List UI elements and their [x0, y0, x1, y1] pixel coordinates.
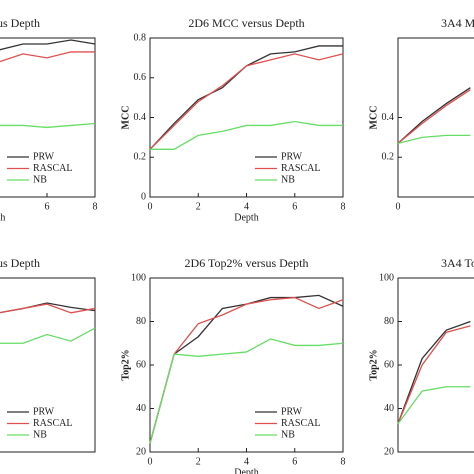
x-tick-label: 6	[292, 201, 297, 212]
series-line	[0, 327, 96, 344]
x-tick-label: 2	[196, 201, 201, 212]
y-axis-label: Top2%	[368, 349, 379, 380]
series-line	[397, 134, 471, 144]
chart-title: versus Depth	[0, 16, 40, 30]
y-tick-label: 0.8	[134, 32, 147, 43]
series-line	[149, 338, 344, 444]
series-line	[397, 89, 471, 144]
y-axis-label: MCC	[368, 106, 379, 130]
series-line	[149, 53, 344, 150]
y-tick-label: 0.4	[134, 112, 147, 123]
y-tick-label: 80	[384, 316, 394, 327]
plot-frame	[397, 37, 474, 198]
y-tick-label: 20	[384, 446, 394, 457]
series-line	[397, 386, 471, 425]
legend-label: RASCAL	[33, 163, 72, 174]
series-line	[0, 51, 95, 63]
legend-label: PRW	[281, 406, 303, 417]
series-line	[149, 45, 343, 150]
y-tick-label: 40	[136, 403, 146, 414]
y-tick-label: 0.2	[134, 152, 147, 163]
legend-label: PRW	[33, 151, 55, 162]
x-tick-label: 0	[396, 201, 401, 212]
y-tick-label: 60	[136, 359, 146, 370]
legend-label: NB	[33, 174, 47, 185]
y-tick-label: 80	[136, 316, 146, 327]
plot-frame	[0, 37, 96, 198]
y-axis-label: Top2%	[120, 349, 131, 380]
chart-title: 3A4 M	[441, 16, 474, 30]
legend-label: PRW	[33, 406, 55, 417]
x-tick-label: 6	[292, 456, 297, 467]
chart-title: 2D6 MCC versus Depth	[188, 16, 304, 30]
chart-title: 2D6 Top2% versus Depth	[185, 256, 309, 270]
x-tick-label: 8	[93, 201, 98, 212]
x-tick-label: 2	[196, 456, 201, 467]
series-line	[0, 39, 96, 51]
plot-frame	[397, 277, 474, 453]
x-tick-label: 4	[244, 456, 249, 467]
series-line	[397, 320, 471, 424]
x-axis-label: Depth	[234, 467, 258, 474]
x-tick-label: 8	[341, 456, 346, 467]
legend-label: RASCAL	[281, 163, 320, 174]
x-axis-label: pth	[0, 212, 5, 223]
x-tick-label: 4	[244, 201, 249, 212]
series-line	[0, 122, 96, 129]
y-tick-label: 0.2	[382, 152, 395, 163]
legend-label: PRW	[281, 151, 303, 162]
series-line	[397, 325, 471, 424]
x-tick-label: 8	[341, 201, 346, 212]
legend-label: RASCAL	[33, 418, 72, 429]
y-tick-label: 100	[379, 272, 394, 283]
y-tick-label: 0.4	[382, 112, 395, 123]
chart-title: versus Depth	[0, 256, 40, 270]
y-tick-label: 20	[136, 446, 146, 457]
y-tick-label: 100	[131, 272, 146, 283]
y-axis-label: MCC	[120, 106, 131, 130]
legend-label: RASCAL	[281, 418, 320, 429]
series-line	[397, 87, 471, 144]
plot-frame	[0, 277, 96, 453]
series-line	[150, 120, 343, 150]
x-tick-label: 0	[148, 201, 153, 212]
y-tick-label: 0	[141, 191, 146, 202]
legend-label: NB	[33, 429, 47, 440]
x-tick-label: 0	[148, 456, 153, 467]
series-line	[0, 303, 96, 314]
y-tick-label: 0.6	[134, 72, 147, 83]
x-tick-label: 6	[45, 201, 50, 212]
series-line	[149, 296, 344, 444]
chart-title: 3A4 To	[441, 256, 474, 270]
y-tick-label: 40	[384, 403, 394, 414]
x-axis-label: Depth	[234, 212, 258, 223]
y-tick-label: 60	[384, 359, 394, 370]
legend-label: NB	[281, 429, 295, 440]
legend-label: NB	[281, 174, 295, 185]
